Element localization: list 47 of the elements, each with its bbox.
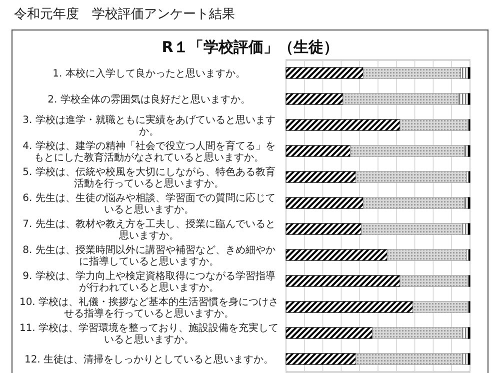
bar (286, 353, 356, 365)
bar (460, 67, 468, 79)
bar (361, 223, 463, 235)
bar (386, 249, 467, 261)
y-tick-label: 11. 学校は、学習環境を整っており、施設設備を充実していると思いますか。 (19, 322, 279, 346)
bar (286, 301, 414, 313)
y-tick-label: 10. 学校は、礼儀・挨拶など基本的生活習慣を身につけさせる指導を行っていると思いますか。 (19, 296, 279, 320)
bar (286, 249, 388, 261)
bar (362, 197, 465, 209)
bar (464, 197, 468, 209)
bar (400, 275, 468, 287)
bar (462, 223, 468, 235)
bar (286, 67, 364, 79)
y-tick-label: 8. 先生は、授業時間以外に講習や補習など、きめ細やかに指導していると思いますか。 (22, 244, 276, 268)
bar (350, 145, 465, 157)
bar (286, 197, 364, 209)
y-tick-label: 2. 学校全体の雰囲気は良好だと思いますか。 (48, 94, 250, 106)
bar (286, 93, 344, 105)
bar (412, 301, 468, 313)
bar (458, 93, 468, 105)
bar (286, 171, 356, 183)
y-tick-label: 12. 生徒は、清掃をしっかりとしていると思いますか。 (24, 354, 274, 366)
bar (286, 145, 351, 157)
bar (372, 327, 463, 339)
bar (466, 249, 470, 261)
y-tick-label: 1. 本校に入学して良かったと思いますか。 (52, 68, 246, 80)
chart-subtitle: R１「学校評価」（生徒） (162, 38, 338, 56)
y-tick-label: 4. 学校は、建学の精神「社会で役立つ人間を育てる」をもとにした教育活動がなされていると思いますか。 (22, 140, 276, 164)
bar (356, 353, 463, 365)
bar (286, 327, 373, 339)
bar (286, 223, 362, 235)
y-tick-label: 6. 先生は、生徒の悩みや相談、学習面での質問に応じていると思いますか。 (22, 192, 276, 216)
y-tick-label: 5. 学校は、伝統や校風を大切にしながら、特色ある教育活動を行っていると思いますか。 (22, 166, 276, 190)
bar (466, 171, 470, 183)
bar (286, 275, 400, 287)
bar (400, 119, 468, 131)
y-tick-label: 7. 先生は、教材や教え方を工夫し、授業に臨んでいると思いますか。 (22, 218, 276, 242)
y-tick-label: 9. 学校は、学力向上や検定資格取得につながる学習指導が行われていると思いますか。 (22, 270, 276, 294)
bar (362, 67, 462, 79)
bar (464, 145, 468, 157)
bar (462, 327, 468, 339)
text: 令和元年度 学校評価アンケート結果 (14, 6, 235, 22)
bar (462, 353, 468, 365)
bar (356, 171, 467, 183)
bar (342, 93, 460, 105)
bar (286, 119, 400, 131)
y-tick-label: 3. 学校は進学・就職ともに実績をあげていると思いますか。 (22, 114, 276, 138)
